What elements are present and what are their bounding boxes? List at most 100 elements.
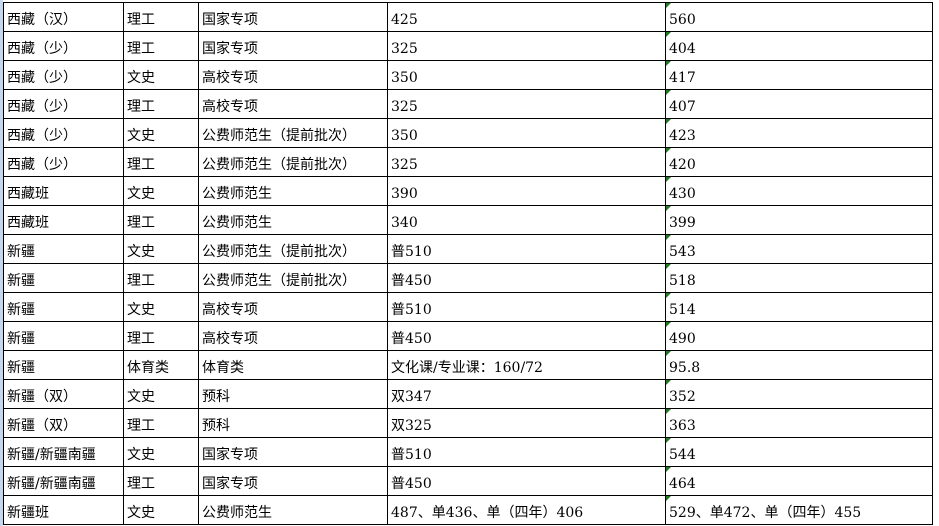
subject-cell[interactable]: 理工 (123, 466, 199, 496)
subject-cell[interactable]: 理工 (123, 2, 199, 32)
control-line-cell[interactable]: 双347 (387, 379, 666, 409)
subject-cell[interactable]: 文史 (123, 437, 199, 467)
subject-cell[interactable]: 文史 (123, 292, 199, 322)
score-cell[interactable]: 420 (665, 147, 933, 177)
cell-text: 新疆/新疆南疆 (7, 447, 96, 463)
category-cell[interactable]: 体育类 (198, 350, 388, 380)
score-cell[interactable]: 529、单472、单（四年）455 (665, 495, 933, 525)
region-cell[interactable]: 新疆班 (3, 495, 124, 525)
subject-cell[interactable]: 理工 (123, 408, 199, 438)
region-cell[interactable]: 新疆 (3, 350, 124, 380)
score-cell[interactable]: 404 (665, 31, 933, 61)
category-cell[interactable]: 预科 (198, 379, 388, 409)
cell-text: 文史 (127, 128, 155, 144)
score-cell[interactable]: 543 (665, 234, 933, 264)
control-line-cell[interactable]: 普510 (387, 234, 666, 264)
region-cell[interactable]: 西藏（少） (3, 89, 124, 119)
cell-text: 350 (391, 128, 418, 144)
region-cell[interactable]: 西藏（汉） (3, 2, 124, 32)
region-cell[interactable]: 新疆/新疆南疆 (3, 466, 124, 496)
comment-marker-icon (666, 90, 671, 95)
subject-cell[interactable]: 理工 (123, 205, 199, 235)
category-cell[interactable]: 公费师范生 (198, 205, 388, 235)
score-cell[interactable]: 363 (665, 408, 933, 438)
subject-cell[interactable]: 理工 (123, 321, 199, 351)
category-cell[interactable]: 公费师范生（提前批次） (198, 263, 388, 293)
category-cell[interactable]: 预科 (198, 408, 388, 438)
region-cell[interactable]: 新疆 (3, 292, 124, 322)
region-cell[interactable]: 西藏（少） (3, 60, 124, 90)
subject-cell[interactable]: 体育类 (123, 350, 199, 380)
category-cell[interactable]: 国家专项 (198, 437, 388, 467)
region-cell[interactable]: 新疆/新疆南疆 (3, 437, 124, 467)
control-line-cell[interactable]: 340 (387, 205, 666, 235)
region-cell[interactable]: 西藏（少） (3, 118, 124, 148)
control-line-cell[interactable]: 普510 (387, 437, 666, 467)
region-cell[interactable]: 新疆（双） (3, 408, 124, 438)
control-line-cell[interactable]: 普450 (387, 466, 666, 496)
control-line-cell[interactable]: 425 (387, 2, 666, 32)
control-line-cell[interactable]: 350 (387, 60, 666, 90)
score-cell[interactable]: 560 (665, 2, 933, 32)
score-cell[interactable]: 430 (665, 176, 933, 206)
score-cell[interactable]: 544 (665, 437, 933, 467)
region-cell[interactable]: 西藏班 (3, 176, 124, 206)
score-cell[interactable]: 514 (665, 292, 933, 322)
category-cell[interactable]: 高校专项 (198, 292, 388, 322)
category-cell[interactable]: 国家专项 (198, 31, 388, 61)
control-line-cell[interactable]: 325 (387, 31, 666, 61)
control-line-cell[interactable]: 文化课/专业课：160/72 (387, 350, 666, 380)
category-cell[interactable]: 公费师范生 (198, 176, 388, 206)
category-cell[interactable]: 高校专项 (198, 321, 388, 351)
category-cell[interactable]: 国家专项 (198, 2, 388, 32)
region-cell[interactable]: 新疆（双） (3, 379, 124, 409)
score-cell[interactable]: 464 (665, 466, 933, 496)
region-cell[interactable]: 新疆 (3, 321, 124, 351)
cell-text: 体育类 (127, 360, 169, 376)
comment-marker-icon (666, 322, 671, 327)
control-line-cell[interactable]: 487、单436、单（四年）406 (387, 495, 666, 525)
subject-cell[interactable]: 理工 (123, 31, 199, 61)
comment-marker-icon (666, 32, 671, 37)
subject-cell[interactable]: 文史 (123, 60, 199, 90)
spreadsheet-grid: 西藏（汉） 理工 国家专项 425 560 西藏（少） 理工 国家专项 325 404 西藏（少）文… (3, 2, 933, 525)
control-line-cell[interactable]: 390 (387, 176, 666, 206)
category-cell[interactable]: 高校专项 (198, 60, 388, 90)
category-cell[interactable]: 国家专项 (198, 466, 388, 496)
region-cell[interactable]: 新疆 (3, 263, 124, 293)
control-line-cell[interactable]: 325 (387, 89, 666, 119)
subject-cell[interactable]: 文史 (123, 495, 199, 525)
region-cell[interactable]: 西藏（少） (3, 147, 124, 177)
control-line-cell[interactable]: 普450 (387, 263, 666, 293)
control-line-cell[interactable]: 普450 (387, 321, 666, 351)
category-cell[interactable]: 公费师范生（提前批次） (198, 234, 388, 264)
region-cell[interactable]: 西藏（少） (3, 31, 124, 61)
score-cell[interactable]: 518 (665, 263, 933, 293)
score-cell[interactable]: 423 (665, 118, 933, 148)
subject-cell[interactable]: 文史 (123, 176, 199, 206)
cell-text: 文化课/专业课：160/72 (391, 360, 543, 376)
category-cell[interactable]: 公费师范生（提前批次） (198, 147, 388, 177)
score-cell[interactable]: 352 (665, 379, 933, 409)
subject-cell[interactable]: 理工 (123, 147, 199, 177)
category-cell[interactable]: 公费师范生（提前批次） (198, 118, 388, 148)
region-cell[interactable]: 西藏班 (3, 205, 124, 235)
category-cell[interactable]: 高校专项 (198, 89, 388, 119)
category-cell[interactable]: 公费师范生 (198, 495, 388, 525)
comment-marker-icon (666, 119, 671, 124)
control-line-cell[interactable]: 350 (387, 118, 666, 148)
subject-cell[interactable]: 文史 (123, 379, 199, 409)
score-cell[interactable]: 95.8 (665, 350, 933, 380)
control-line-cell[interactable]: 普510 (387, 292, 666, 322)
subject-cell[interactable]: 理工 (123, 263, 199, 293)
score-cell[interactable]: 490 (665, 321, 933, 351)
control-line-cell[interactable]: 双325 (387, 408, 666, 438)
score-cell[interactable]: 417 (665, 60, 933, 90)
control-line-cell[interactable]: 325 (387, 147, 666, 177)
score-cell[interactable]: 407 (665, 89, 933, 119)
score-cell[interactable]: 399 (665, 205, 933, 235)
region-cell[interactable]: 新疆 (3, 234, 124, 264)
subject-cell[interactable]: 文史 (123, 118, 199, 148)
subject-cell[interactable]: 理工 (123, 89, 199, 119)
subject-cell[interactable]: 文史 (123, 234, 199, 264)
